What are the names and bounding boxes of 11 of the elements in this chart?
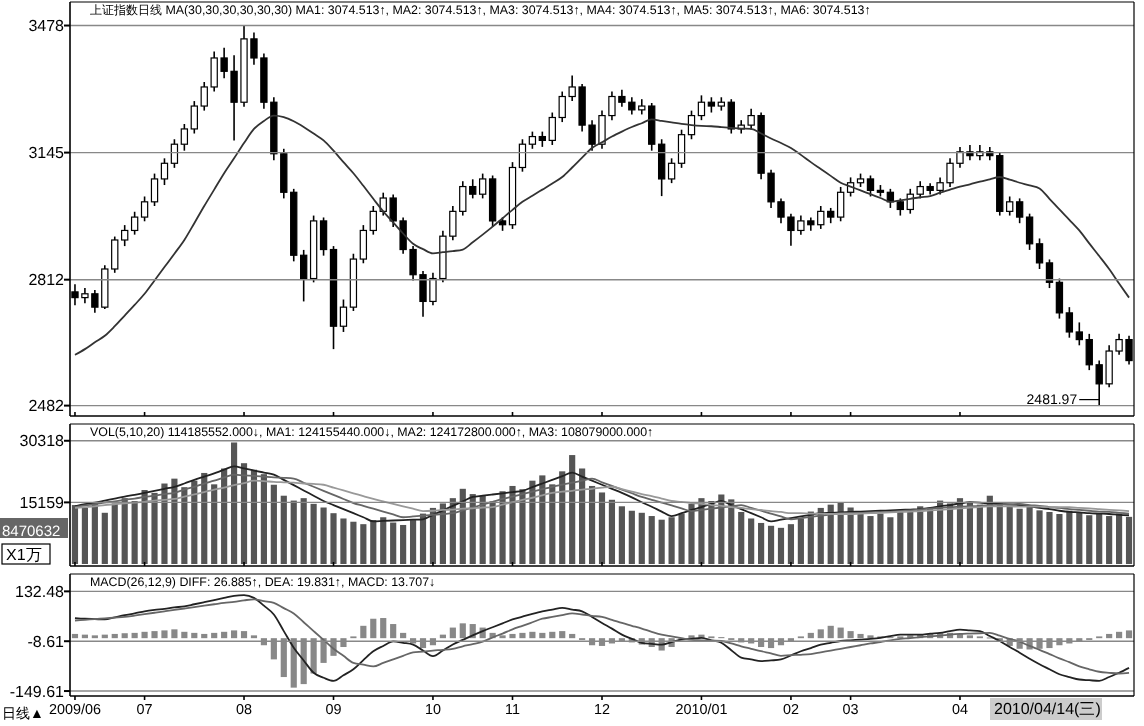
y-tick-label: 30318	[19, 432, 66, 451]
y-tick-label: 2482	[28, 397, 66, 416]
y-tick-label: 15159	[19, 493, 66, 512]
y-tick-label: -149.61	[9, 682, 66, 701]
y-tick-label: 3478	[28, 17, 66, 36]
y-tick-label: -8.61	[27, 632, 66, 651]
y-tick-label: 3145	[28, 144, 66, 163]
y-tick-label: 2812	[28, 271, 66, 290]
y-axis-title: X1万	[6, 546, 42, 564]
text: 2010/04/14(三)	[994, 700, 1102, 718]
y-tick-label: 132.48	[15, 582, 66, 601]
